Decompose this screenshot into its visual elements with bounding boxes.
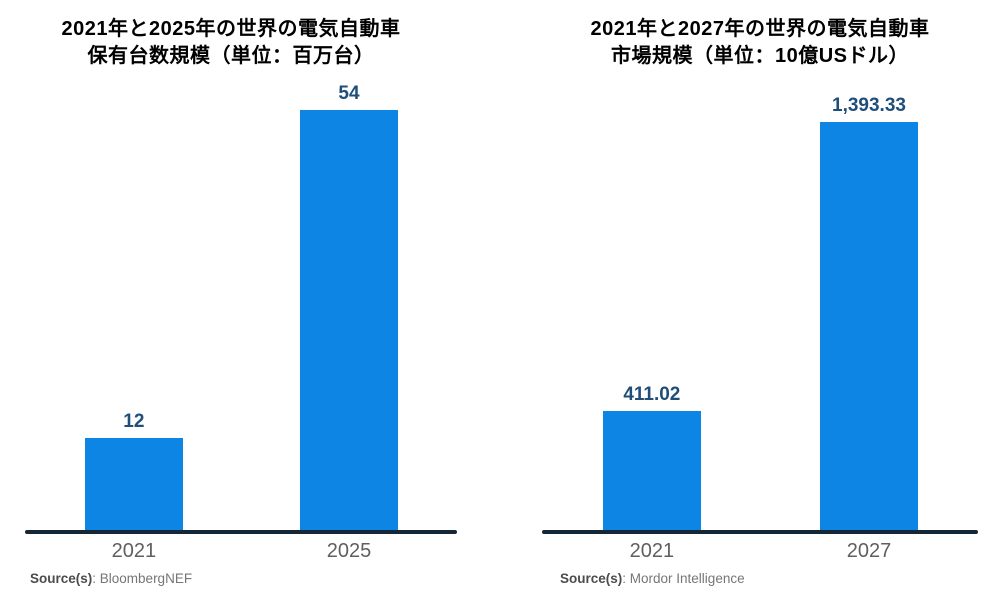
bar-group-2021: 12 [84, 411, 183, 532]
x-axis-line [542, 530, 978, 534]
x-tick-label-2021: 2021 [629, 540, 675, 562]
plot-area: 411.02 1,393.33 [542, 0, 978, 534]
chart-title-line1: 2021年と2025年の世界の電気自動車 [61, 18, 401, 40]
bar-value-label: 1,393.33 [832, 95, 906, 116]
source-label: Source(s) [30, 571, 93, 586]
bar-2021 [84, 438, 183, 532]
bar-2027 [820, 122, 918, 532]
bar-value-label: 54 [338, 83, 360, 104]
source-note: Source(s): BloombergNEF [30, 571, 192, 586]
bar-group-2021: 411.02 [602, 384, 701, 532]
chart-title-line2: 保有台数規模（単位：百万台） [87, 45, 375, 67]
chart-title-line1: 2021年と2027年の世界の電気自動車 [590, 18, 930, 40]
bar-2021 [602, 411, 701, 532]
ev-stock-chart: 2021年と2025年の世界の電気自動車 保有台数規模（単位：百万台） 12 5… [25, 0, 457, 598]
chart-title: 2021年と2027年の世界の電気自動車 市場規模（単位：10億USドル） [542, 16, 978, 70]
plot-area: 12 54 [25, 0, 457, 534]
bar-value-label: 411.02 [623, 384, 681, 405]
source-name: : Mordor Intelligence [622, 571, 745, 586]
bar-value-label: 12 [123, 411, 145, 432]
x-tick-label-2021: 2021 [111, 540, 157, 562]
bar-2025 [300, 110, 398, 532]
x-axis-line [25, 530, 457, 534]
source-note: Source(s): Mordor Intelligence [560, 571, 745, 586]
source-label: Source(s) [560, 571, 623, 586]
x-tick-label-2025: 2025 [326, 540, 372, 562]
bar-group-2025: 54 [300, 83, 398, 532]
chart-title-line2: 市場規模（単位：10億USドル） [610, 45, 910, 67]
x-tick-label-2027: 2027 [846, 540, 892, 562]
source-name: : BloombergNEF [92, 571, 193, 586]
ev-market-chart: 2021年と2027年の世界の電気自動車 市場規模（単位：10億USドル） 41… [542, 0, 978, 598]
bar-group-2027: 1,393.33 [820, 95, 918, 532]
chart-title: 2021年と2025年の世界の電気自動車 保有台数規模（単位：百万台） [5, 16, 457, 70]
